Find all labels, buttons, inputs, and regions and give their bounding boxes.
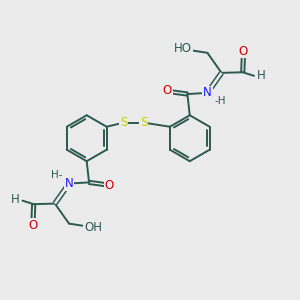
Text: -H: -H xyxy=(214,96,226,106)
Text: N: N xyxy=(203,86,212,99)
Text: H-: H- xyxy=(51,170,62,180)
Text: O: O xyxy=(163,84,172,97)
Text: H: H xyxy=(11,193,20,206)
Text: O: O xyxy=(104,179,114,192)
Text: S: S xyxy=(120,116,127,129)
Text: O: O xyxy=(163,84,172,97)
Text: N: N xyxy=(65,177,74,190)
Text: OH: OH xyxy=(84,221,102,234)
Text: O: O xyxy=(104,179,114,192)
Text: O: O xyxy=(28,219,38,232)
Text: HO: HO xyxy=(174,42,192,55)
Text: N: N xyxy=(65,177,74,190)
Text: S: S xyxy=(140,116,147,129)
Text: H: H xyxy=(256,69,266,82)
Text: S: S xyxy=(140,116,147,129)
Text: N: N xyxy=(203,86,212,99)
Text: O: O xyxy=(28,219,38,232)
Text: O: O xyxy=(239,45,248,58)
Text: O: O xyxy=(239,45,248,58)
Text: S: S xyxy=(120,116,127,129)
